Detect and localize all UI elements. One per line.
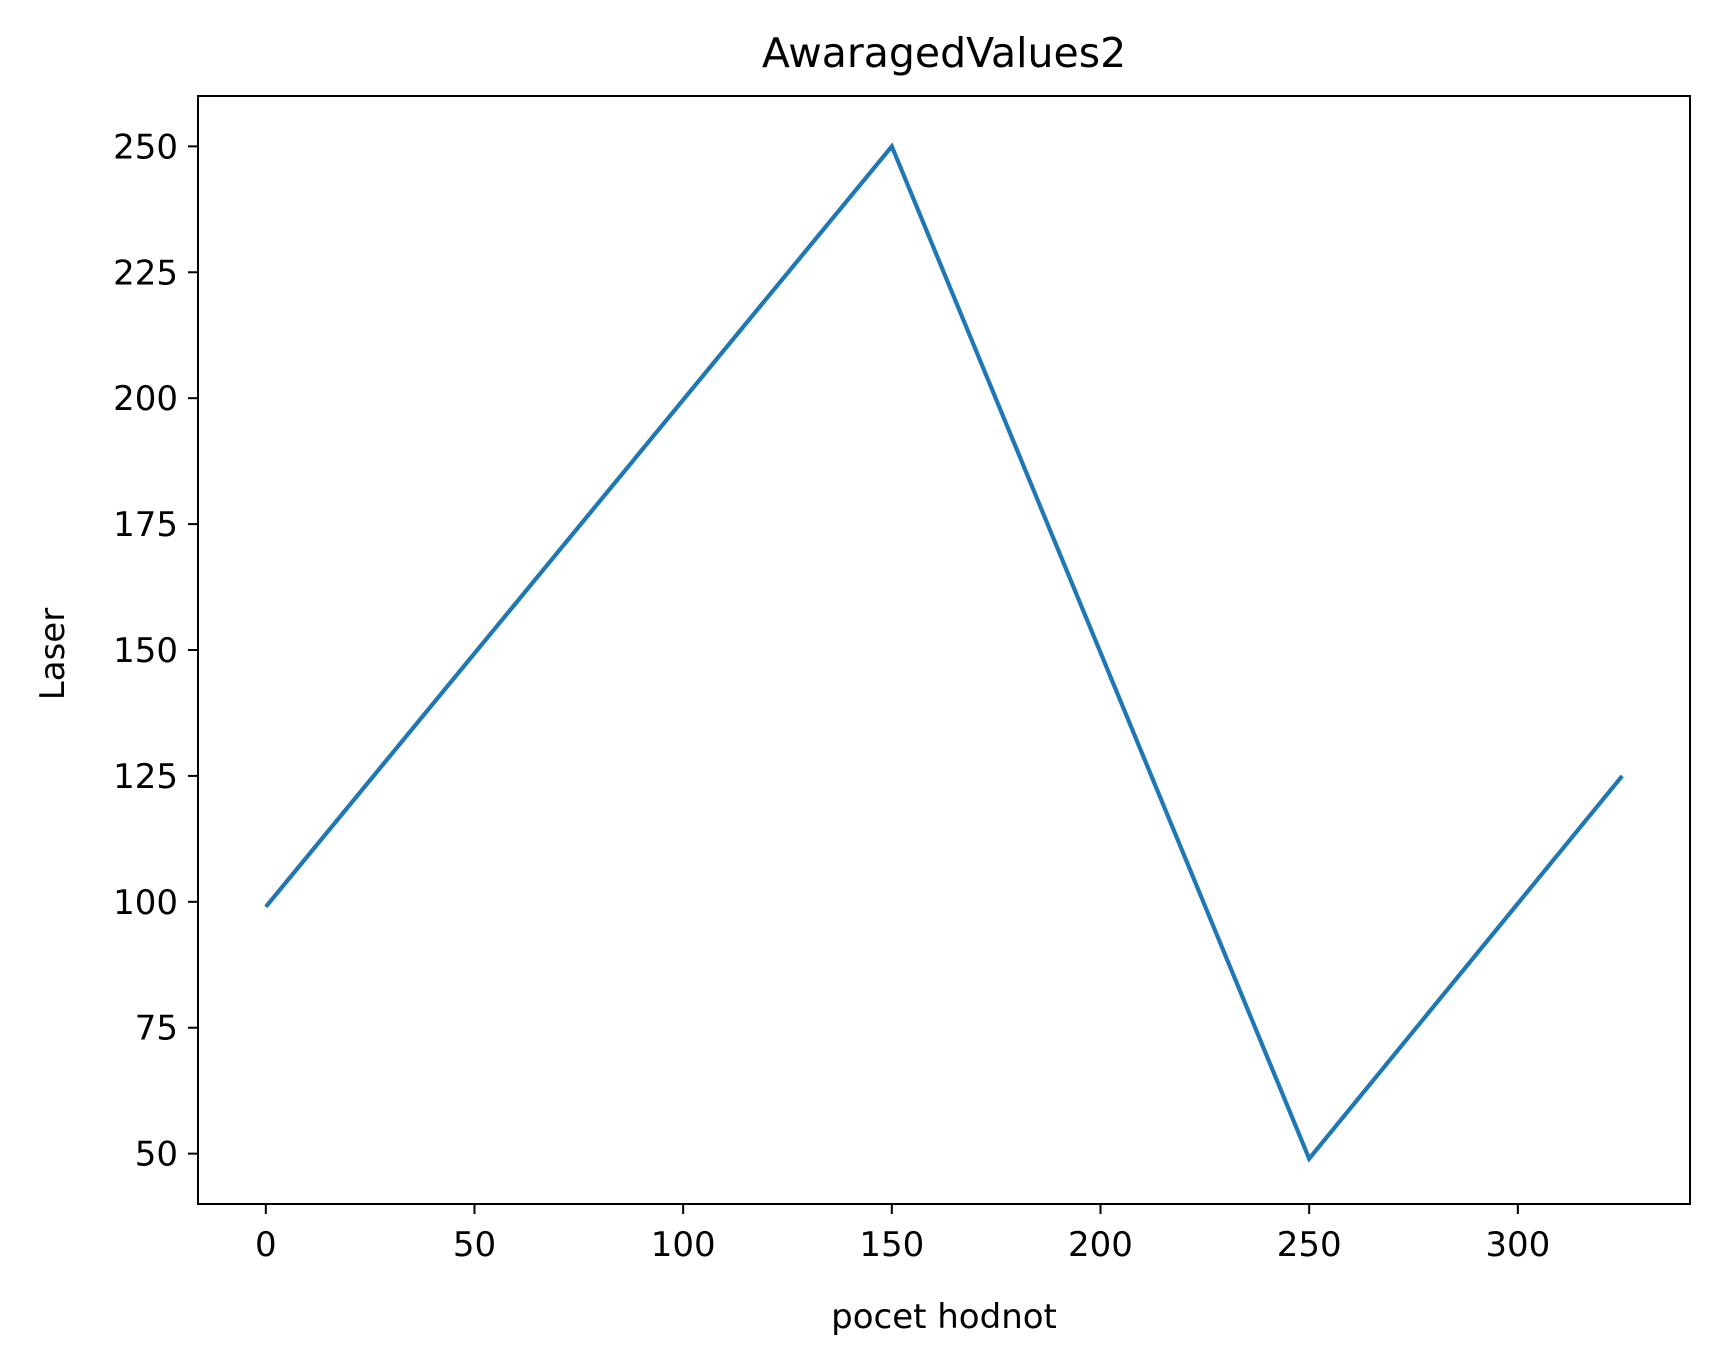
x-tick-label: 50 (453, 1225, 496, 1265)
x-tick-label: 150 (859, 1225, 924, 1265)
y-tick-label: 50 (135, 1135, 178, 1175)
y-axis-title: Laser (33, 608, 73, 700)
y-tick-label: 200 (113, 379, 178, 419)
x-tick-label: 200 (1068, 1225, 1133, 1265)
x-tick-label: 300 (1485, 1225, 1550, 1265)
y-tick-label: 125 (113, 757, 178, 797)
y-tick-label: 225 (113, 253, 178, 293)
y-tick-label: 75 (135, 1009, 178, 1049)
y-tick-label: 100 (113, 883, 178, 923)
x-axis-title: pocet hodnot (831, 1297, 1057, 1337)
y-tick-label: 175 (113, 505, 178, 545)
y-tick-label: 150 (113, 631, 178, 671)
y-tick-label: 250 (113, 127, 178, 167)
x-tick-label: 0 (255, 1225, 277, 1265)
x-tick-label: 250 (1277, 1225, 1342, 1265)
series-line-1 (264, 142, 1624, 1163)
y-axis-ticks: 50 75 100 125 150 175 200 225 250 (113, 127, 198, 1175)
x-tick-label: 100 (651, 1225, 716, 1265)
chart-title: AwaragedValues2 (762, 29, 1126, 77)
x-axis-ticks: 0 50 100 150 200 250 300 (255, 1204, 1550, 1265)
